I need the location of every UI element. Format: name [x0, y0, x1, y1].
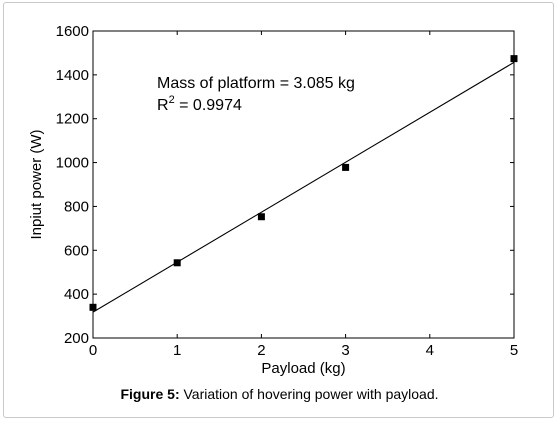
y-tick-label: 1400	[56, 67, 89, 84]
y-axis: 200 400 600 800 1000 1200 1400 1600	[56, 23, 514, 347]
y-tick-label: 400	[64, 286, 89, 303]
caption-text: Variation of hovering power with payload…	[179, 386, 439, 402]
data-points	[89, 55, 518, 311]
data-point	[257, 213, 265, 221]
x-axis-title: Payload (kg)	[261, 360, 345, 377]
x-tick-label: 2	[257, 342, 265, 359]
data-point	[510, 55, 518, 63]
x-tick-label: 5	[510, 342, 518, 359]
y-axis-title: Inpiut power (W)	[28, 129, 45, 239]
x-tick-label: 1	[173, 342, 181, 359]
caption-label: Figure 5:	[120, 386, 180, 402]
data-point	[173, 259, 181, 267]
y-tick-label: 1200	[56, 111, 89, 128]
y-tick-label: 1000	[56, 155, 89, 172]
figure-caption: Figure 5: Variation of hovering power wi…	[0, 386, 559, 402]
figure-frame	[3, 2, 554, 418]
plot-area-border	[92, 30, 515, 339]
data-point	[89, 303, 97, 311]
y-tick-label: 1600	[56, 23, 89, 40]
chart: 0 1 2 3 4 5 200 400 600 800 1000 1200 1400 1600 Mass…	[28, 23, 518, 377]
x-axis: 0 1 2 3 4 5	[89, 31, 518, 359]
y-tick-label: 800	[64, 198, 89, 215]
r2-prefix: R	[157, 97, 169, 114]
y-tick-label: 200	[64, 330, 89, 347]
annotation-mass: Mass of platform = 3.085 kg	[157, 75, 355, 92]
r2-superscript: 2	[169, 94, 175, 106]
x-tick-label: 0	[89, 342, 97, 359]
x-tick-label: 4	[426, 342, 434, 359]
annotation-r2: R2 = 0.9974	[157, 94, 242, 114]
fit-line	[92, 61, 515, 313]
data-point	[342, 163, 350, 171]
x-tick-label: 3	[341, 342, 349, 359]
y-tick-label: 600	[64, 242, 89, 259]
r2-value: = 0.9974	[175, 97, 242, 114]
